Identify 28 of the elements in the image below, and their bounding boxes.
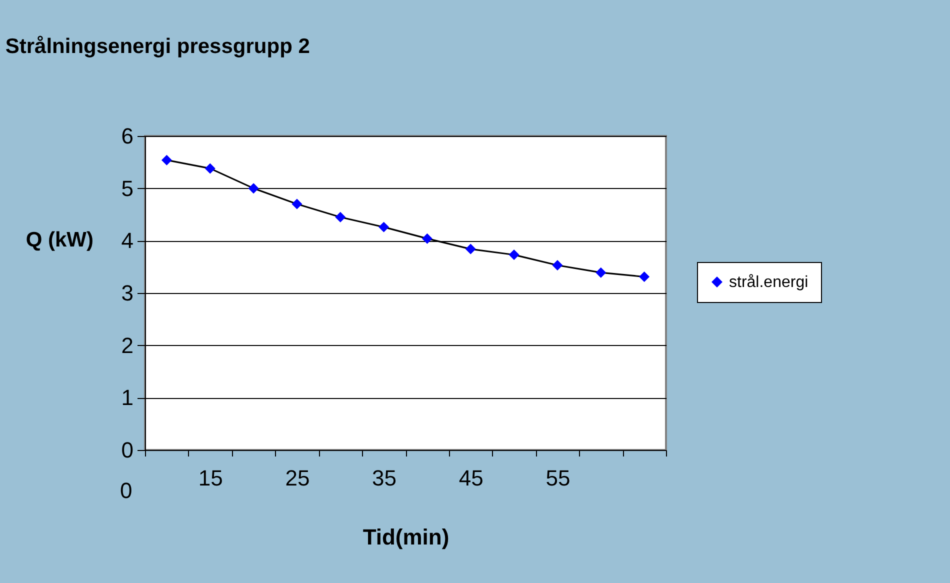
point bbox=[378, 222, 390, 232]
x-tick-label: 35 bbox=[372, 466, 397, 490]
point bbox=[161, 154, 172, 166]
legend-label: strål.energi bbox=[729, 274, 808, 291]
x-tick-label: 55 bbox=[546, 466, 570, 490]
y-tick-label: 2 bbox=[121, 332, 134, 358]
y-axis-title: Q (kW) bbox=[26, 228, 94, 252]
x-tick-label: 15 bbox=[198, 466, 223, 490]
y-tick-label: 5 bbox=[121, 176, 134, 201]
point bbox=[639, 272, 650, 282]
point bbox=[335, 212, 346, 222]
x-tick-label: 25 bbox=[285, 466, 310, 490]
point bbox=[422, 233, 432, 244]
point bbox=[552, 260, 563, 271]
y-tick-label: 3 bbox=[121, 280, 134, 306]
point bbox=[292, 198, 302, 210]
point bbox=[248, 183, 259, 194]
point bbox=[204, 163, 216, 174]
point bbox=[596, 267, 606, 278]
y-tick-label: 6 bbox=[121, 124, 134, 148]
chart-title: Strålningsenergi pressgrupp 2 bbox=[5, 35, 310, 58]
y-tick-label: 1 bbox=[121, 385, 134, 410]
point bbox=[465, 244, 476, 254]
point bbox=[508, 250, 520, 260]
y-tick-label: 4 bbox=[121, 228, 134, 254]
x-axis-title: Tid(min) bbox=[362, 524, 450, 550]
y-tick-label: 0 bbox=[121, 438, 134, 462]
x-tick-label: 45 bbox=[458, 466, 484, 490]
